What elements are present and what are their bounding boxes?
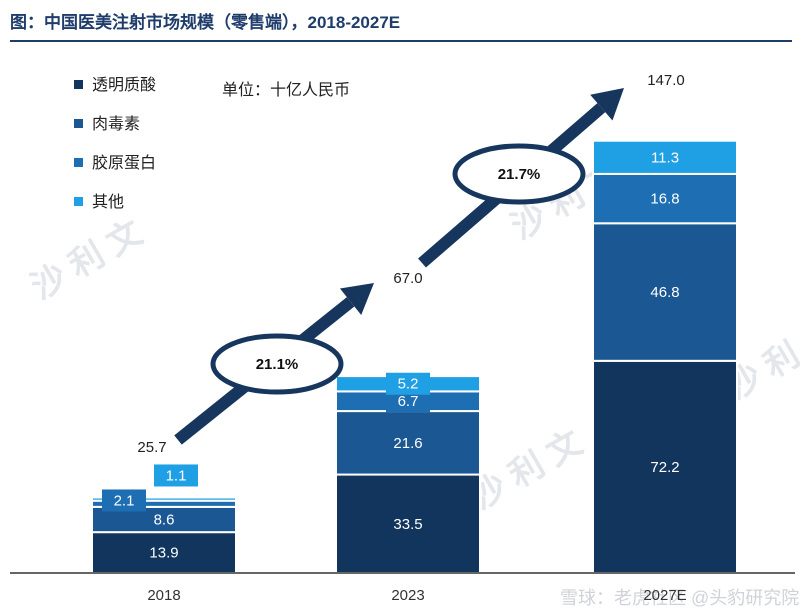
segment-value-label: 21.6 — [393, 435, 422, 452]
x-tick-label: 2018 — [147, 587, 180, 604]
source-watermark: 雪球：老虎社区 @头豹研究院 — [560, 588, 799, 608]
cagr-label: 21.7% — [498, 166, 541, 183]
legend-label: 透明质酸 — [92, 76, 156, 94]
x-tick-label: 2023 — [391, 587, 424, 604]
segment-label-box — [386, 372, 430, 395]
arrows-layer: 21.1% 21.7% — [174, 88, 624, 445]
unit-label: 单位：十亿人民币 — [222, 81, 350, 99]
segment-value-label: 46.8 — [650, 284, 679, 301]
segment-value-label: 8.6 — [154, 512, 175, 529]
segment-value-label: 16.8 — [650, 191, 679, 208]
total-value-label: 25.7 — [137, 439, 166, 456]
segment-value-label: 1.1 — [166, 467, 187, 484]
bar-segment — [592, 172, 738, 225]
segment-value-label: 72.2 — [650, 459, 679, 476]
legend-label: 肉毒素 — [92, 115, 140, 133]
growth-arrow-head — [339, 283, 374, 316]
legend-label: 胶原蛋白 — [92, 154, 156, 172]
total-value-label: 67.0 — [393, 270, 422, 287]
legend-swatch — [74, 119, 83, 128]
cagr-label: 21.1% — [256, 356, 299, 373]
legend-swatch — [74, 197, 83, 206]
growth-arrow-head — [590, 88, 624, 121]
segment-label-box — [643, 146, 687, 169]
segment-value-label: 11.3 — [651, 149, 679, 166]
segment-value-label: 2.1 — [114, 492, 135, 509]
watermark-text: 沙 利 文 — [25, 214, 149, 307]
bar-segment — [335, 410, 481, 476]
segment-label-box — [386, 390, 430, 413]
bars-layer — [91, 139, 738, 575]
legend-swatch — [74, 158, 83, 167]
bar-segment — [335, 473, 481, 575]
segment-value-label: 33.5 — [393, 516, 422, 533]
segment-value-label: 6.7 — [398, 393, 419, 410]
segment-label-box — [102, 489, 146, 512]
legend-swatch — [74, 80, 83, 89]
segment-value-label: 5.2 — [398, 376, 419, 393]
segment-label-box — [154, 464, 198, 487]
cagr-ellipse — [210, 333, 344, 395]
ticks-layer: 2018 2023 2027E — [147, 587, 686, 604]
bar-segment — [91, 496, 237, 502]
bar-segment — [91, 531, 237, 574]
segment-value-label: 13.9 — [149, 545, 178, 562]
x-tick-label: 2027E — [643, 587, 686, 604]
watermark-text: 沙 利 文 — [465, 424, 589, 517]
total-value-label: 147.0 — [647, 72, 685, 89]
bar-segment — [592, 359, 738, 574]
chart-title: 图：中国医美注射市场规模（零售端），2018-2027E — [10, 13, 401, 32]
legend-label: 其他 — [92, 193, 124, 211]
cagr-ellipse — [452, 143, 586, 205]
title-rule — [10, 40, 792, 42]
labels-layer: 13.9 8.6 2.1 1.1 33.5 21.6 6.75.2 72.2 46.8 16.8 1… — [102, 72, 687, 562]
